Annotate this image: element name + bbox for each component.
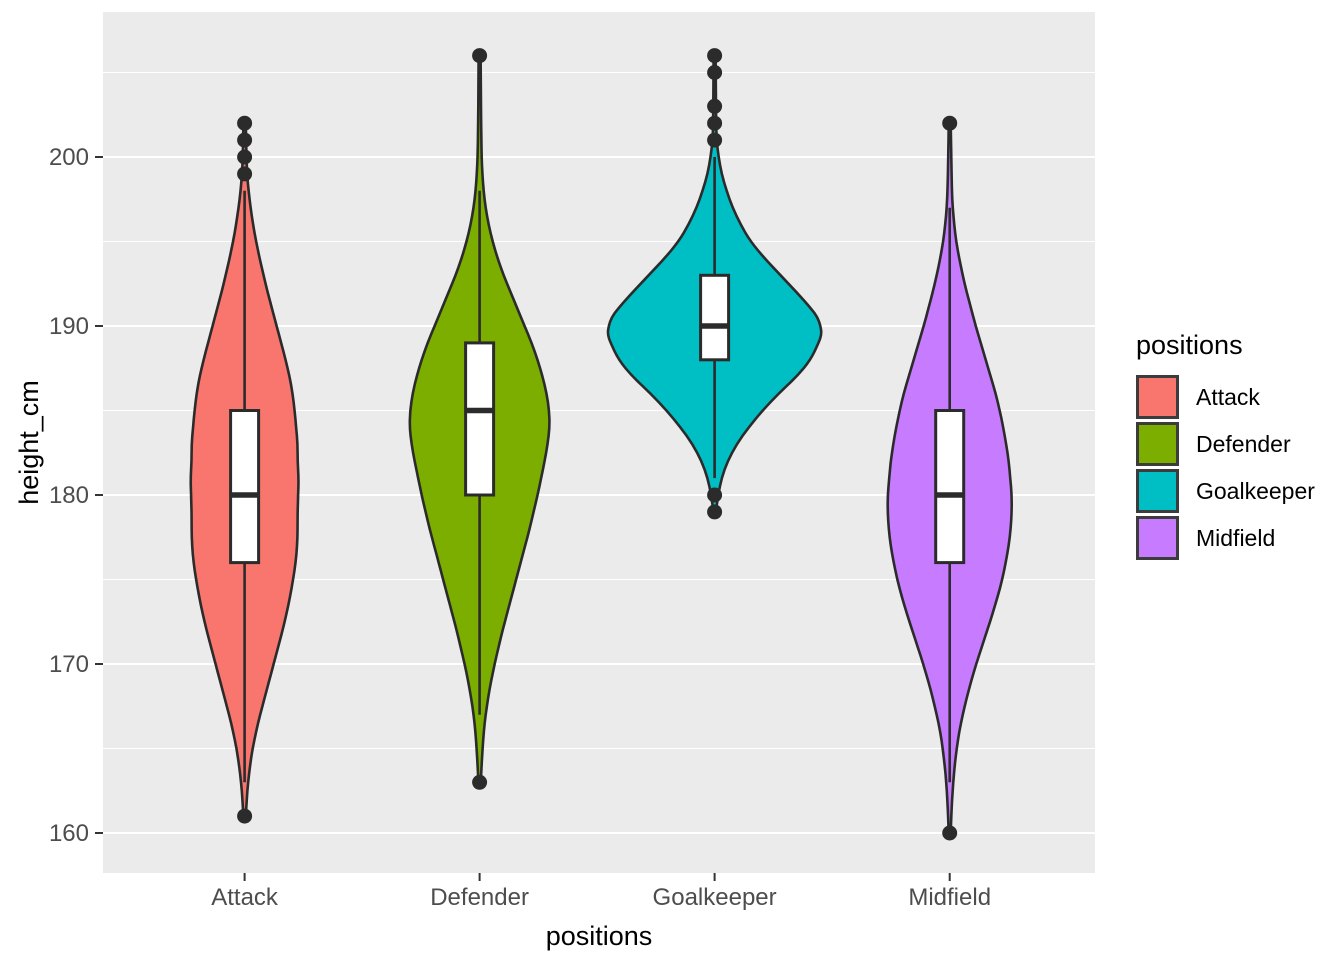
outlier-dot-attack bbox=[237, 149, 253, 165]
legend-key-goalkeeper bbox=[1136, 469, 1179, 513]
outlier-dot-attack bbox=[237, 166, 253, 182]
boxplot-goalkeeper bbox=[699, 273, 731, 362]
boxplot-midfield bbox=[934, 409, 966, 565]
legend-key-defender bbox=[1136, 422, 1179, 466]
legend-item-defender: Defender bbox=[1136, 422, 1336, 466]
y-tick-label: 160 bbox=[49, 820, 89, 847]
legend-label-attack: Attack bbox=[1196, 383, 1260, 410]
x-tick-label-defender: Defender bbox=[430, 884, 529, 911]
legend-item-goalkeeper: Goalkeeper bbox=[1136, 469, 1336, 513]
y-tick-label: 170 bbox=[49, 651, 89, 678]
outlier-dot-goalkeeper bbox=[707, 48, 723, 64]
outlier-dot-goalkeeper bbox=[707, 98, 723, 114]
outlier-dot-defender bbox=[472, 48, 488, 64]
outlier-dot-goalkeeper bbox=[707, 132, 723, 148]
y-axis-title: height_cm bbox=[14, 380, 44, 505]
legend-label-goalkeeper: Goalkeeper bbox=[1196, 477, 1315, 504]
outlier-dot-midfield bbox=[942, 825, 958, 841]
boxplot-attack bbox=[229, 409, 261, 565]
outlier-dot-goalkeeper bbox=[707, 115, 723, 131]
y-tick-label: 200 bbox=[49, 144, 89, 171]
outlier-dot-attack bbox=[237, 115, 253, 131]
y-tick-label: 190 bbox=[49, 313, 89, 340]
outlier-dot-attack bbox=[237, 808, 253, 824]
x-tick-label-attack: Attack bbox=[211, 884, 279, 911]
legend-key-attack bbox=[1136, 375, 1179, 419]
outlier-dot-goalkeeper bbox=[707, 65, 723, 80]
y-tick-label: 180 bbox=[49, 482, 89, 509]
outlier-dot-midfield bbox=[942, 115, 958, 131]
legend-item-midfield: Midfield bbox=[1136, 516, 1336, 560]
outlier-dot-goalkeeper bbox=[707, 504, 723, 520]
legend-label-defender: Defender bbox=[1196, 430, 1291, 457]
legend-key-midfield bbox=[1136, 516, 1179, 560]
outlier-dot-goalkeeper bbox=[707, 487, 723, 503]
x-tick-label-goalkeeper: Goalkeeper bbox=[653, 884, 777, 911]
legend-title: positions bbox=[1136, 330, 1243, 360]
legend: positions Attack Defender Goalkeeper Mid… bbox=[1136, 330, 1336, 563]
x-axis-title: positions bbox=[546, 921, 653, 951]
boxplot-defender bbox=[464, 341, 496, 497]
x-tick-label-midfield: Midfield bbox=[908, 884, 991, 911]
outlier-dot-defender bbox=[472, 774, 488, 790]
legend-item-attack: Attack bbox=[1136, 375, 1336, 419]
legend-label-midfield: Midfield bbox=[1196, 524, 1276, 551]
outlier-dot-attack bbox=[237, 132, 253, 148]
